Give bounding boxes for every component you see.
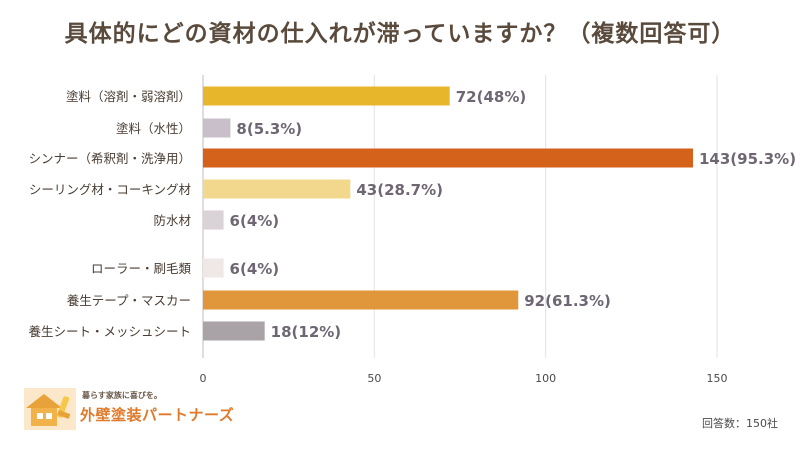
logo-name: 外壁塗装パートナーズ [80,406,235,424]
x-tick-labels: 0 50 100 150 [200,372,728,385]
bar [203,258,224,278]
response-count-note: 回答数：150社 [702,417,778,430]
category-label: シーリング材・コーキング材 [29,182,191,197]
data-label: 72(48%) [456,88,526,106]
logo-tagline: 暮らす家族に喜びを。 [82,391,162,400]
data-label: 43(28.7%) [356,181,443,199]
x-tick-label: 150 [707,372,728,385]
company-logo: 暮らす家族に喜びを。 外壁塗装パートナーズ [22,386,262,434]
category-labels: 塗料（溶剤・弱溶剤） 塗料（水性） シンナー（希釈剤・洗浄用） シーリング材・コーキン… [28,89,191,339]
category-label: 養生テープ・マスカー [67,293,191,308]
chart-title: 具体的にどの資材の仕入れが滞っていますか？（複数回答可） [64,21,736,47]
x-tick-label: 0 [200,372,207,385]
bar [203,118,231,138]
bar [203,321,265,341]
category-label: ローラー・刷毛類 [91,261,192,276]
bar [203,290,519,310]
bar [203,86,450,106]
data-label: 6(4%) [230,260,280,278]
category-label: 養生シート・メッシュシート [28,324,191,339]
data-label: 8(5.3%) [236,120,302,138]
x-tick-label: 50 [367,372,381,385]
value-labels: 72(48%) 8(5.3%) 143(95.3%) 43(28.7%) 6(4%) 6(… [230,88,797,341]
grid-lines [202,75,718,358]
bars [203,86,694,341]
x-tick-label: 100 [535,372,556,385]
category-label: 防水材 [153,213,191,228]
data-label: 92(61.3%) [524,292,611,310]
data-label: 18(12%) [271,323,342,341]
data-label: 6(4%) [230,212,280,230]
category-label: 塗料（溶剤・弱溶剤） [66,89,191,104]
bar [203,210,224,230]
data-label: 143(95.3%) [699,150,796,168]
bar [203,148,694,168]
house-logo-icon [24,388,76,430]
category-label: シンナー（希釈剤・洗浄用） [28,151,191,166]
bar [203,179,351,199]
category-label: 塗料（水性） [116,121,191,136]
